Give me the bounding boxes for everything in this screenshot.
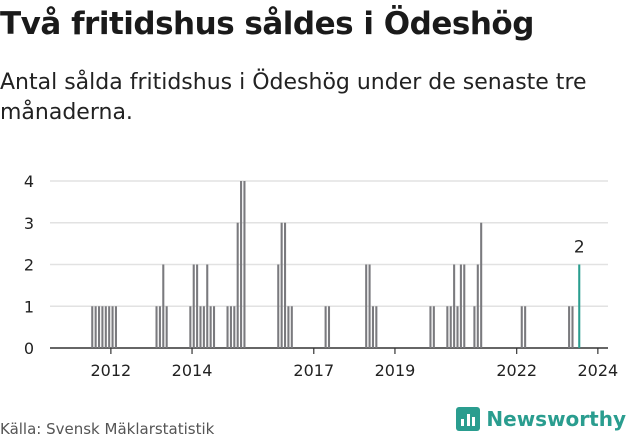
bar [456, 306, 459, 348]
y-tick-label: 1 [24, 297, 34, 316]
bar [277, 264, 280, 348]
bar [476, 264, 479, 348]
bar [240, 181, 243, 348]
bar [233, 306, 236, 348]
bar [453, 264, 456, 348]
bar [101, 306, 104, 348]
bar [189, 306, 192, 348]
bar [91, 306, 94, 348]
bar [165, 306, 168, 348]
bar [432, 306, 435, 348]
x-tick-label: 2017 [293, 361, 334, 380]
y-tick-label: 2 [24, 256, 34, 275]
x-tick-label: 2024 [577, 361, 618, 380]
x-tick-label: 2019 [375, 361, 416, 380]
bar [114, 306, 117, 348]
data-label: 2 [574, 238, 585, 258]
bar [446, 306, 449, 348]
bar [287, 306, 290, 348]
bar [202, 306, 205, 348]
bar [98, 306, 101, 348]
bar [473, 306, 476, 348]
bar [449, 306, 452, 348]
bar [571, 306, 574, 348]
bar [209, 306, 212, 348]
bar [375, 306, 378, 348]
bar-highlight [578, 264, 581, 348]
y-tick-label: 3 [24, 214, 34, 233]
bar [463, 264, 466, 348]
bar [94, 306, 97, 348]
bar [371, 306, 374, 348]
x-tick-label: 2022 [496, 361, 537, 380]
bar [236, 222, 239, 348]
bar [290, 306, 293, 348]
bar [229, 306, 232, 348]
brand-logo: Newsworthy [456, 407, 626, 431]
bar [111, 306, 114, 348]
chart-title: Två fritidshus såldes i Ödeshög [0, 6, 534, 42]
bar [280, 222, 283, 348]
bar-series [91, 181, 581, 348]
bar [524, 306, 527, 348]
bar [243, 181, 246, 348]
bar [568, 306, 571, 348]
bar [192, 264, 195, 348]
y-tick-label: 4 [24, 172, 34, 191]
bar [155, 306, 158, 348]
axis-labels: 0 1 2 3 4 2012 2014 2017 2019 2022 2024 2 [24, 172, 618, 380]
bar [368, 264, 371, 348]
bar [324, 306, 327, 348]
bar [459, 264, 462, 348]
bar [480, 222, 483, 348]
bar [206, 264, 209, 348]
bar [104, 306, 107, 348]
bar [158, 306, 161, 348]
bar [212, 306, 216, 348]
x-tick-label: 2014 [172, 361, 213, 380]
chart-subtitle: Antal sålda fritidshus i Ödeshög under d… [0, 70, 587, 125]
bar-chart: 0 1 2 3 4 2012 2014 2017 2019 2022 2024 2 [24, 172, 618, 380]
source-note: Källa: Svensk Mäklarstatistik [0, 420, 215, 438]
brand-name: Newsworthy [486, 407, 626, 431]
bar [327, 306, 331, 348]
bar [429, 306, 432, 348]
bar [365, 264, 368, 348]
bar [199, 306, 202, 348]
bar [520, 306, 523, 348]
bar [196, 264, 199, 348]
newsworthy-icon [456, 407, 481, 431]
bar [108, 306, 111, 348]
y-tick-label: 0 [24, 339, 34, 358]
bar [284, 222, 287, 348]
bar [226, 306, 229, 348]
bar [162, 264, 165, 348]
x-tick-label: 2012 [91, 361, 132, 380]
